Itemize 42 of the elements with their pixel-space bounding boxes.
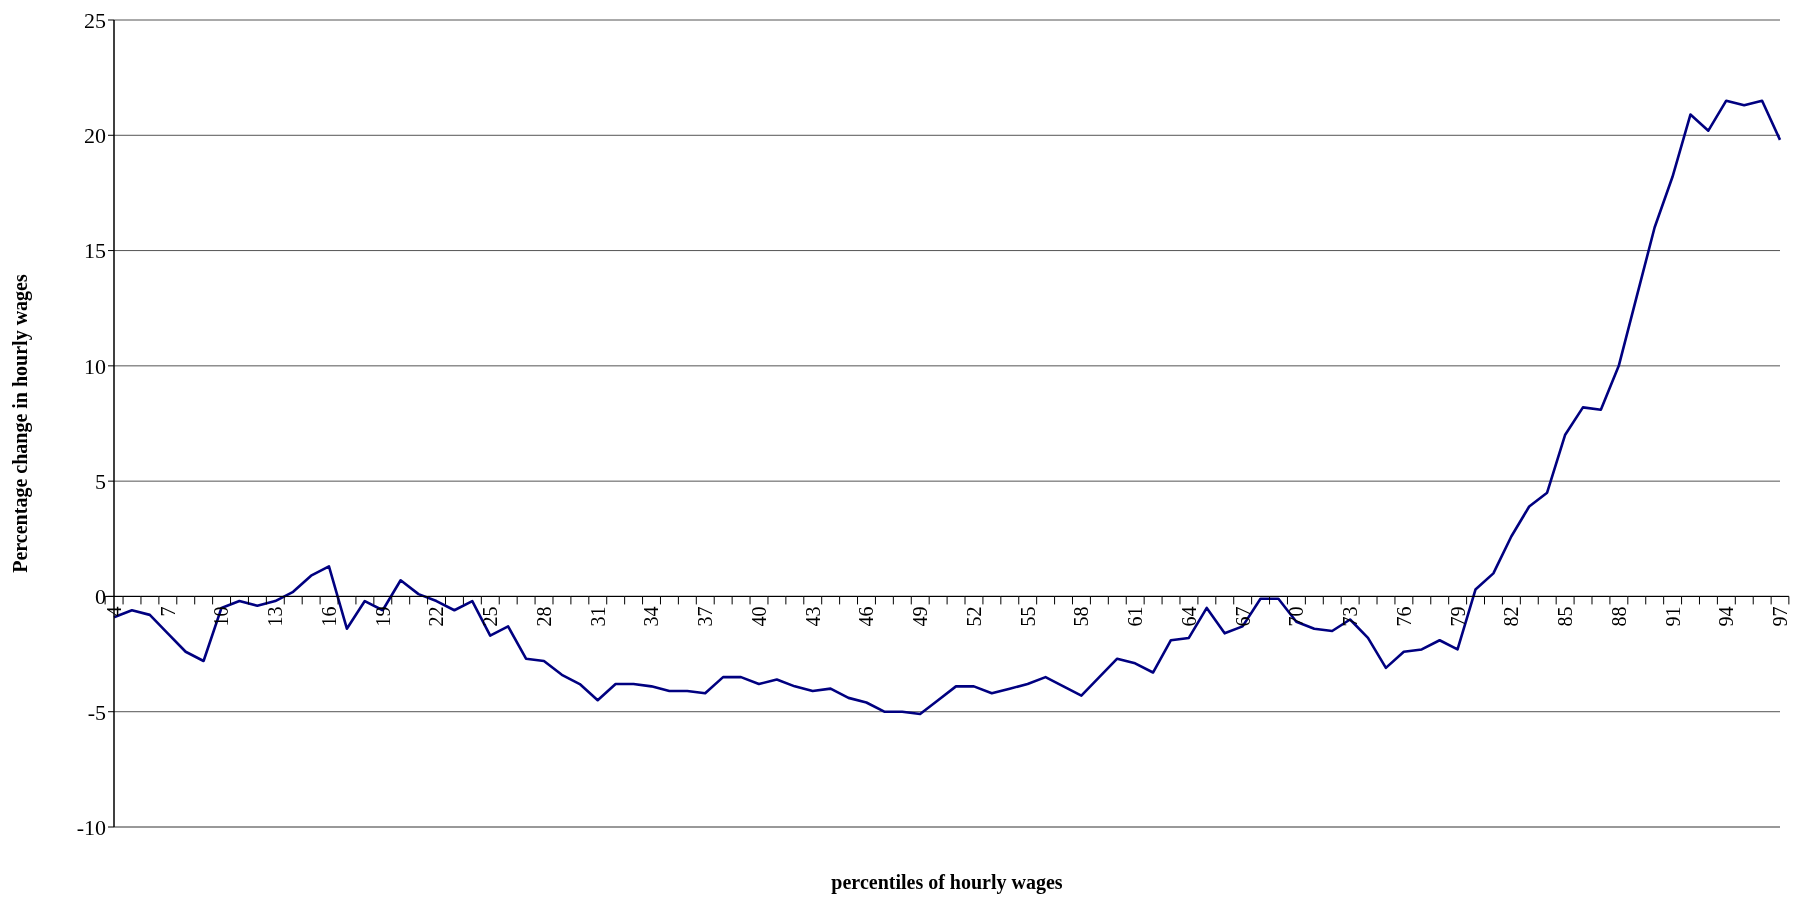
x-tick-label: 31 xyxy=(586,606,609,627)
x-tick-label: 40 xyxy=(747,606,770,627)
x-tick-label: 82 xyxy=(1500,606,1523,627)
x-tick-label: 49 xyxy=(909,606,932,627)
y-tick-label: -5 xyxy=(87,699,106,725)
x-tick-label: 76 xyxy=(1392,606,1415,627)
x-tick-label: 46 xyxy=(855,606,878,627)
x-tick-label: 73 xyxy=(1339,606,1362,627)
x-tick-label: 70 xyxy=(1285,606,1308,627)
x-axis-title: percentiles of hourly wages xyxy=(831,871,1063,894)
x-tick-label: 13 xyxy=(264,606,287,627)
x-tick-label: 88 xyxy=(1607,606,1630,627)
x-tick-label: 79 xyxy=(1446,606,1469,627)
x-tick-label: 94 xyxy=(1715,606,1738,627)
x-tick-label: 97 xyxy=(1769,606,1791,627)
x-tick-label: 10 xyxy=(210,606,233,627)
x-tick-label: 64 xyxy=(1177,606,1200,627)
x-tick-label: 67 xyxy=(1231,606,1254,627)
x-tick-label: 7 xyxy=(156,606,179,617)
y-tick-label: 25 xyxy=(84,7,106,33)
x-tick-label: 28 xyxy=(532,606,555,627)
x-tick-label: 43 xyxy=(801,606,824,627)
x-tick-label: 85 xyxy=(1554,606,1577,627)
x-tick-label: 22 xyxy=(425,606,448,627)
x-tick-label: 16 xyxy=(317,606,340,627)
y-axis-title: Percentage change in hourly wages xyxy=(9,274,33,573)
y-tick-label: 5 xyxy=(95,468,106,494)
x-tick-label: 34 xyxy=(640,606,663,627)
x-tick-label: 58 xyxy=(1070,606,1093,627)
x-tick-label: 55 xyxy=(1016,606,1039,627)
x-tick-label: 37 xyxy=(694,606,717,627)
x-tick-label: 52 xyxy=(962,606,985,627)
x-tick-label: 61 xyxy=(1124,606,1147,627)
x-tick-label: 4 xyxy=(103,606,125,617)
y-tick-label: 0 xyxy=(95,584,106,610)
y-tick-label: 15 xyxy=(84,238,106,264)
y-tick-label: -10 xyxy=(76,814,106,840)
x-tick-label: 25 xyxy=(479,606,502,627)
x-tick-label: 19 xyxy=(371,606,394,627)
x-tick-label: 91 xyxy=(1661,606,1684,627)
y-tick-label: 10 xyxy=(84,353,106,379)
y-tick-label: 20 xyxy=(84,123,106,149)
